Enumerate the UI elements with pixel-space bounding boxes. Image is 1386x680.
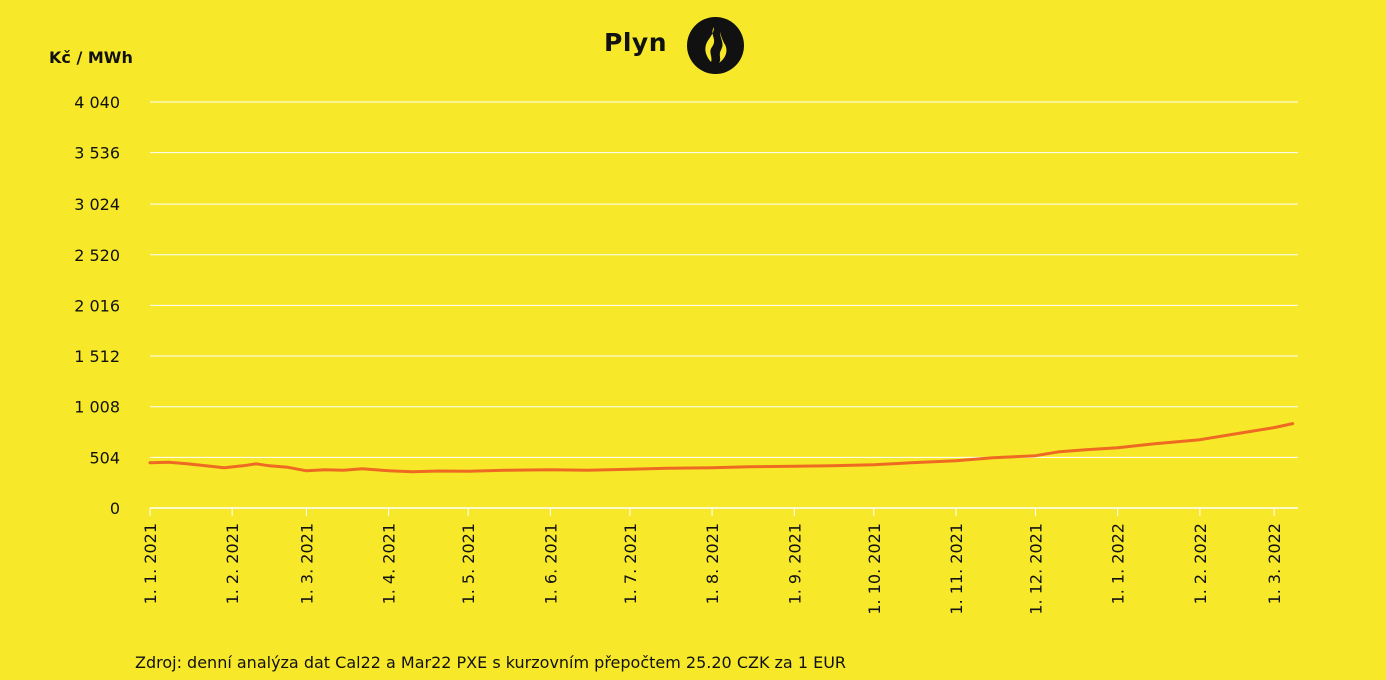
x-tick-label: 1. 1. 2022	[1109, 523, 1128, 604]
series-line	[148, 422, 1295, 474]
y-axis-unit-label: Kč / MWh	[49, 48, 133, 67]
y-tick-label: 3 536	[74, 144, 120, 163]
x-tick-label: 1. 12. 2021	[1027, 523, 1046, 615]
x-tick-label: 1. 8. 2021	[703, 523, 722, 604]
source-note: Zdroj: denní analýza dat Cal22 a Mar22 P…	[135, 653, 847, 672]
x-tick-label: 1. 6. 2021	[541, 523, 560, 604]
x-tick-label: 1. 4. 2021	[380, 523, 399, 604]
y-tick-label: 1 512	[74, 347, 120, 366]
y-tick-label: 504	[89, 448, 120, 467]
chart-title: Plyn	[604, 28, 667, 57]
x-tick-label: 1. 11. 2021	[947, 523, 966, 615]
x-tick-label: 1. 3. 2022	[1265, 523, 1284, 604]
y-tick-label: 0	[110, 499, 120, 518]
y-tick-label: 2 520	[74, 246, 120, 265]
x-tick-label: 1. 3. 2021	[297, 523, 316, 604]
y-tick-label: 3 024	[74, 195, 120, 214]
x-tick-label: 1. 7. 2021	[621, 523, 640, 604]
y-tick-label: 1 008	[74, 398, 120, 417]
x-tick-label: 1. 1. 2021	[141, 523, 160, 604]
x-tick-label: 1. 2. 2022	[1191, 523, 1210, 604]
y-tick-label: 4 040	[74, 93, 120, 112]
x-tick-label: 1. 5. 2021	[459, 523, 478, 604]
y-tick-label: 2 016	[74, 296, 120, 315]
x-tick-label: 1. 9. 2021	[785, 523, 804, 604]
flame-icon	[687, 17, 744, 74]
x-tick-label: 1. 2. 2021	[223, 523, 242, 604]
x-tick-label: 1. 10. 2021	[865, 523, 884, 615]
